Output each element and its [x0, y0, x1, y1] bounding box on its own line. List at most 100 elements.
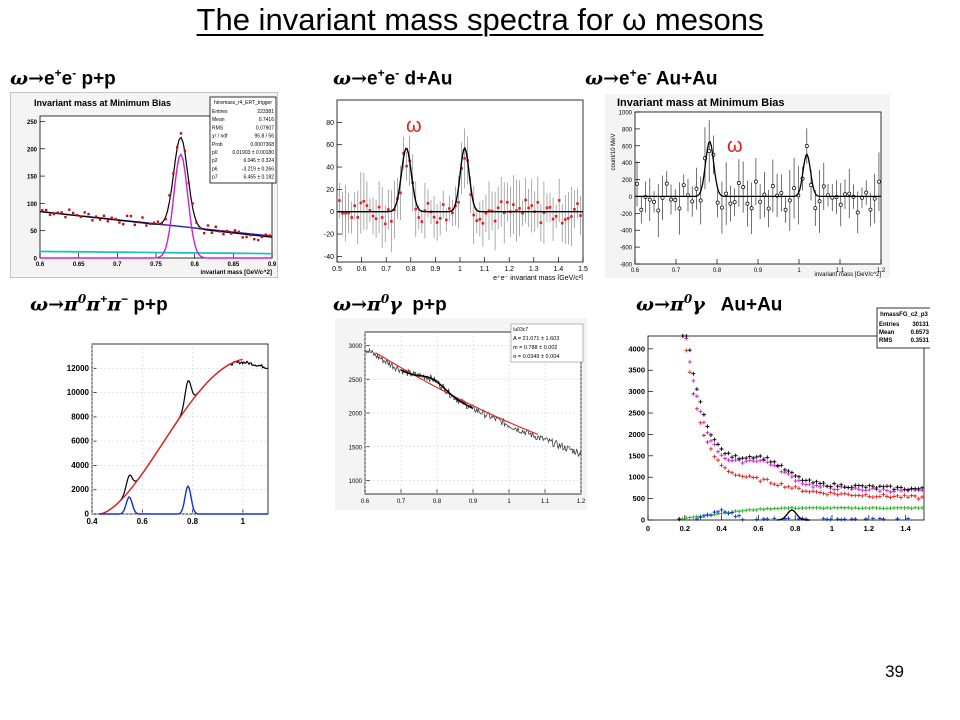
panel-label-ee-pp: ω→e+e- p+p — [10, 66, 116, 90]
chart6-red-point — [902, 493, 907, 498]
chart2-data-point — [353, 204, 357, 208]
chart6-black-point — [832, 481, 837, 486]
chart6-green-point — [804, 506, 808, 511]
chart4-ytick-label: 8000 — [71, 412, 89, 421]
chart6-red-point — [719, 463, 724, 468]
chart1-data-point — [83, 211, 86, 214]
chart6-xtick-label: 0 — [646, 524, 650, 532]
chart1-stat-key: RMS — [212, 125, 224, 131]
chart1-data-point — [44, 208, 48, 212]
chart6-red-point — [793, 484, 798, 489]
chart1-data-point — [253, 237, 256, 241]
chart2-data-point — [567, 216, 570, 220]
chart2-data-point — [563, 218, 567, 221]
chart6-magenta-point — [888, 489, 893, 494]
chart1-data-point — [218, 230, 221, 233]
chart2-xtick-label: 1 — [458, 266, 462, 273]
chart2-data-point — [530, 204, 534, 207]
chart6-red-point — [744, 475, 749, 480]
chart6-blue-point — [701, 513, 706, 518]
chart6-red-point — [828, 490, 833, 495]
chart6-blue-point — [821, 516, 826, 521]
chart6-black-point — [747, 454, 752, 459]
chart3-ytick-label: -200 — [620, 212, 633, 218]
chart6-black-point — [782, 467, 787, 472]
chart5-ytick-label: 2500 — [349, 378, 363, 384]
chart6-blue-point — [761, 516, 766, 521]
chart6-blue-point — [786, 516, 791, 521]
chart4-ytick-label: 0 — [85, 510, 90, 519]
chart2-data-point — [527, 206, 530, 210]
chart1-data-point — [179, 132, 183, 135]
chart2-data-point — [374, 217, 378, 221]
chart6-red-point — [884, 494, 889, 499]
chart6-black-point — [733, 453, 738, 458]
chart1-data-point — [260, 235, 264, 239]
chart4-ytick-label: 12000 — [67, 364, 90, 373]
chart6-red-point — [913, 493, 918, 498]
chart6-red-point — [687, 370, 692, 375]
chart2-data-point — [487, 209, 491, 213]
chart1-data-point — [145, 224, 148, 227]
chart6-stats-box: hmassFG_c2_p3 Entries 30131 Mean 0.6573 RMS 0… — [876, 307, 930, 349]
chart6-green-point — [779, 506, 784, 511]
chart1-data-point — [237, 230, 241, 234]
chart6-magenta-point — [708, 438, 713, 443]
chart1-xtick-label: 0.65 — [73, 262, 85, 268]
chart2-ytick-label: -20 — [324, 232, 334, 239]
chart1-stat-value: -3.219 ± 0.266 — [242, 166, 274, 172]
chart3-data-point — [749, 206, 754, 211]
chart2-data-point — [493, 219, 497, 223]
chart2-data-point — [579, 214, 582, 217]
chart6-black-point — [772, 459, 777, 464]
chart6-red-point — [768, 481, 773, 486]
chart6-green-point — [839, 505, 844, 510]
chart6-green-point — [758, 506, 763, 511]
chart6-black-point — [779, 463, 784, 468]
chart1-data-point — [241, 236, 244, 239]
panel-label-pi0gamma-auau: ω→π0γ Au+Au — [636, 292, 783, 316]
chart-pi0gamma-pp: 0.6 0.7 0.8 0.9 1 1.1 1.210001500200025003000 … — [335, 318, 587, 510]
chart6-red-point — [881, 492, 886, 497]
chart3-fit-line — [635, 140, 881, 198]
chart2-xtick-label: 0.9 — [431, 266, 441, 273]
chart6-red-point — [895, 493, 900, 498]
chart6-black-point — [800, 478, 805, 483]
chart1-ytick-label: 200 — [27, 147, 38, 153]
chart1-data-point — [210, 231, 214, 234]
chart3-ylabel: count/10 MeV — [611, 133, 617, 170]
chart1-data-point — [168, 194, 171, 197]
chart6-green-point — [888, 506, 893, 511]
chart6-black-point — [712, 437, 717, 442]
chart6-magenta-point — [804, 482, 808, 487]
chart6-black-point — [687, 348, 692, 353]
chart-ee-auau: Invariant mass at Minimum Bias 0.6 0.7 0.8… — [605, 94, 890, 278]
chart3-data-point — [792, 186, 797, 191]
chart1-stat-key: p0 — [212, 150, 218, 156]
chart2-data-point — [393, 208, 396, 212]
chart6-magenta-point — [765, 460, 770, 465]
chart6-black-point — [892, 487, 896, 492]
chart6-black-point — [867, 483, 872, 488]
chart6-black-point — [811, 480, 816, 485]
chart1-data-point — [268, 234, 271, 237]
chart1-ytick-label: 150 — [27, 175, 38, 181]
chart6-red-point — [920, 495, 925, 500]
chart6-black-point — [740, 456, 745, 461]
chart-ee-pp: Invariant mass at Minimum Bias 0.6 0.65 0.… — [10, 92, 278, 278]
chart6-black-point — [804, 478, 808, 483]
chart1-ytick-label: 0 — [34, 257, 38, 263]
chart6-black-point — [744, 456, 749, 461]
chart2-data-point — [539, 221, 543, 225]
chart6-ytick-label: 2500 — [628, 409, 645, 418]
chart6-red-point — [691, 391, 696, 396]
chart6-red-point — [747, 474, 752, 479]
chart6-blue-point — [877, 516, 882, 521]
chart6-black-point — [726, 451, 731, 456]
chart3-ytick-label: 800 — [622, 127, 633, 133]
chart6-red-point — [761, 477, 766, 482]
chart1-xtick-label: 0.75 — [150, 262, 162, 268]
chart1-data-point — [106, 220, 110, 223]
chart3-ytick-label: -400 — [620, 229, 633, 235]
chart6-blue-point — [733, 514, 738, 519]
